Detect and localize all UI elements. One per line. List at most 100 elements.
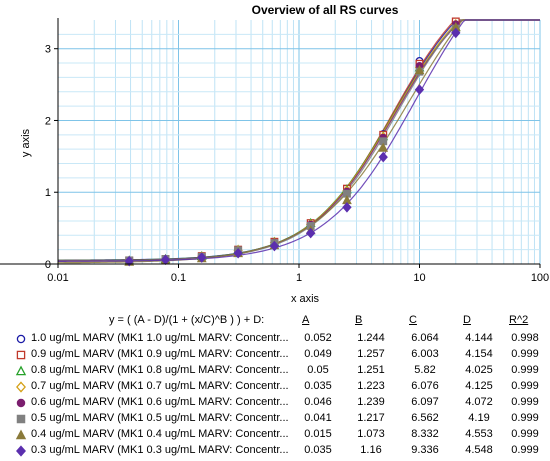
param-r2: 0.999: [511, 364, 539, 376]
legend-marker-diamond-filled-icon: [16, 445, 26, 457]
param-a: 0.015: [304, 428, 332, 440]
col-header-b: B: [355, 314, 363, 326]
legend-row: 0.3 ug/mL MARV (MK1 0.3 ug/mL MARV: Conc…: [0, 444, 550, 459]
legend-header-row: y = ( (A - D)/(1 + (x/C)^B ) ) + D: A B …: [0, 314, 550, 329]
legend-marker-circle-open-icon: [16, 334, 26, 344]
data-point-s7: [306, 227, 316, 239]
data-point-s6: [414, 65, 425, 75]
legend-row: 0.5 ug/mL MARV (MK1 0.5 ug/mL MARV: Conc…: [0, 412, 550, 427]
series-name: 0.8 ug/mL MARV (MK1 0.8 ug/mL MARV: Conc…: [31, 364, 289, 376]
grid: [57, 20, 541, 265]
data-points: [124, 17, 461, 267]
param-b: 1.239: [357, 396, 385, 408]
param-r2: 0.999: [511, 412, 539, 424]
x-tick-label: 1: [296, 272, 302, 284]
legend-row: 0.4 ug/mL MARV (MK1 0.4 ug/mL MARV: Conc…: [0, 428, 550, 443]
series-name: 0.4 ug/mL MARV (MK1 0.4 ug/mL MARV: Conc…: [31, 428, 289, 440]
x-tick-label: 0.01: [47, 272, 68, 284]
legend-row: 0.9 ug/mL MARV (MK1 0.9 ug/mL MARV: Conc…: [0, 348, 550, 363]
param-a: 0.041: [304, 412, 332, 424]
legend-marker-circle-filled-icon: [16, 398, 26, 408]
y-tick-label: 3: [45, 44, 51, 56]
param-d: 4.125: [465, 380, 493, 392]
legend-row: 0.7 ug/mL MARV (MK1 0.7 ug/mL MARV: Conc…: [0, 380, 550, 395]
series-name: 0.3 ug/mL MARV (MK1 0.3 ug/mL MARV: Conc…: [31, 444, 289, 456]
param-a: 0.049: [304, 348, 332, 360]
param-b: 1.073: [357, 428, 385, 440]
legend-row: 1.0 ug/mL MARV (MK1 1.0 ug/mL MARV: Conc…: [0, 332, 550, 347]
data-point-s7: [378, 151, 388, 163]
param-b: 1.251: [357, 364, 385, 376]
data-point-s7: [414, 84, 425, 95]
legend-row: 0.6 ug/mL MARV (MK1 0.6 ug/mL MARV: Conc…: [0, 396, 550, 411]
legend-marker-shape: [16, 334, 26, 344]
legend-marker-square-open-icon: [16, 350, 26, 360]
series-name: 0.7 ug/mL MARV (MK1 0.7 ug/mL MARV: Conc…: [31, 380, 289, 392]
param-d: 4.072: [465, 396, 493, 408]
param-a: 0.05: [307, 364, 329, 376]
param-r2: 0.999: [511, 428, 539, 440]
param-d: 4.144: [465, 332, 493, 344]
param-a: 0.035: [304, 380, 332, 392]
param-r2: 0.999: [511, 444, 539, 456]
param-r2: 0.999: [511, 396, 539, 408]
legend-marker-triangle-filled-icon: [15, 429, 27, 440]
data-point-s7: [124, 255, 134, 267]
series-name: 0.6 ug/mL MARV (MK1 0.6 ug/mL MARV: Conc…: [31, 396, 289, 408]
legend-marker-shape: [15, 429, 27, 440]
param-b: 1.16: [360, 444, 382, 456]
param-c: 8.332: [411, 428, 439, 440]
param-d: 4.553: [465, 428, 493, 440]
y-axis-label: y axis: [20, 128, 32, 157]
param-r2: 0.999: [511, 380, 539, 392]
param-c: 9.336: [411, 444, 439, 456]
param-a: 0.046: [304, 396, 332, 408]
param-c: 6.562: [411, 412, 439, 424]
axes: 0.01 0.1 1 10 100 0 1 2 3: [0, 18, 549, 284]
param-d: 4.025: [465, 364, 493, 376]
x-tick-label: 0.1: [171, 272, 186, 284]
param-r2: 0.998: [511, 332, 539, 344]
param-b: 1.223: [357, 380, 385, 392]
param-d: 4.19: [468, 412, 490, 424]
legend-marker-shape: [16, 381, 26, 393]
col-header-d: D: [463, 314, 471, 326]
legend-row: 0.8 ug/mL MARV (MK1 0.8 ug/mL MARV: Conc…: [0, 364, 550, 379]
param-c: 5.82: [414, 364, 436, 376]
data-point-s7: [197, 252, 207, 263]
col-header-r2: R^2: [509, 314, 529, 326]
legend-marker-square-filled-icon: [16, 414, 26, 424]
series-name: 0.9 ug/mL MARV (MK1 0.9 ug/mL MARV: Conc…: [31, 348, 289, 360]
legend-marker-shape: [15, 365, 27, 376]
param-a: 0.035: [304, 444, 332, 456]
param-c: 6.076: [411, 380, 439, 392]
equation-label: y = ( (A - D)/(1 + (x/C)^B ) ) + D:: [109, 314, 265, 326]
legend-marker-shape: [16, 414, 26, 424]
x-tick-label: 10: [413, 272, 425, 284]
data-point-s7: [451, 27, 461, 39]
param-b: 1.244: [357, 332, 385, 344]
x-axis-label: x axis: [291, 293, 320, 305]
col-header-c: C: [409, 314, 417, 326]
col-header-a: A: [302, 314, 310, 326]
y-tick-label: 1: [45, 187, 51, 199]
data-point-s7: [342, 202, 352, 213]
legend-marker-shape: [16, 445, 26, 457]
data-point-s6: [378, 142, 389, 152]
param-d: 4.548: [465, 444, 493, 456]
legend-marker-triangle-open-icon: [15, 365, 27, 376]
param-a: 0.052: [304, 332, 332, 344]
data-point-s7: [269, 240, 280, 252]
param-c: 6.097: [411, 396, 439, 408]
legend-marker-diamond-open-icon: [16, 381, 26, 393]
data-point-s7: [233, 247, 243, 259]
param-r2: 0.999: [511, 348, 539, 360]
param-c: 6.064: [411, 332, 439, 344]
param-d: 4.154: [465, 348, 493, 360]
param-c: 6.003: [411, 348, 439, 360]
param-b: 1.217: [357, 412, 385, 424]
legend-marker-shape: [16, 350, 26, 360]
x-tick-label: 100: [531, 272, 549, 284]
chart-title: Overview of all RS curves: [252, 3, 399, 17]
